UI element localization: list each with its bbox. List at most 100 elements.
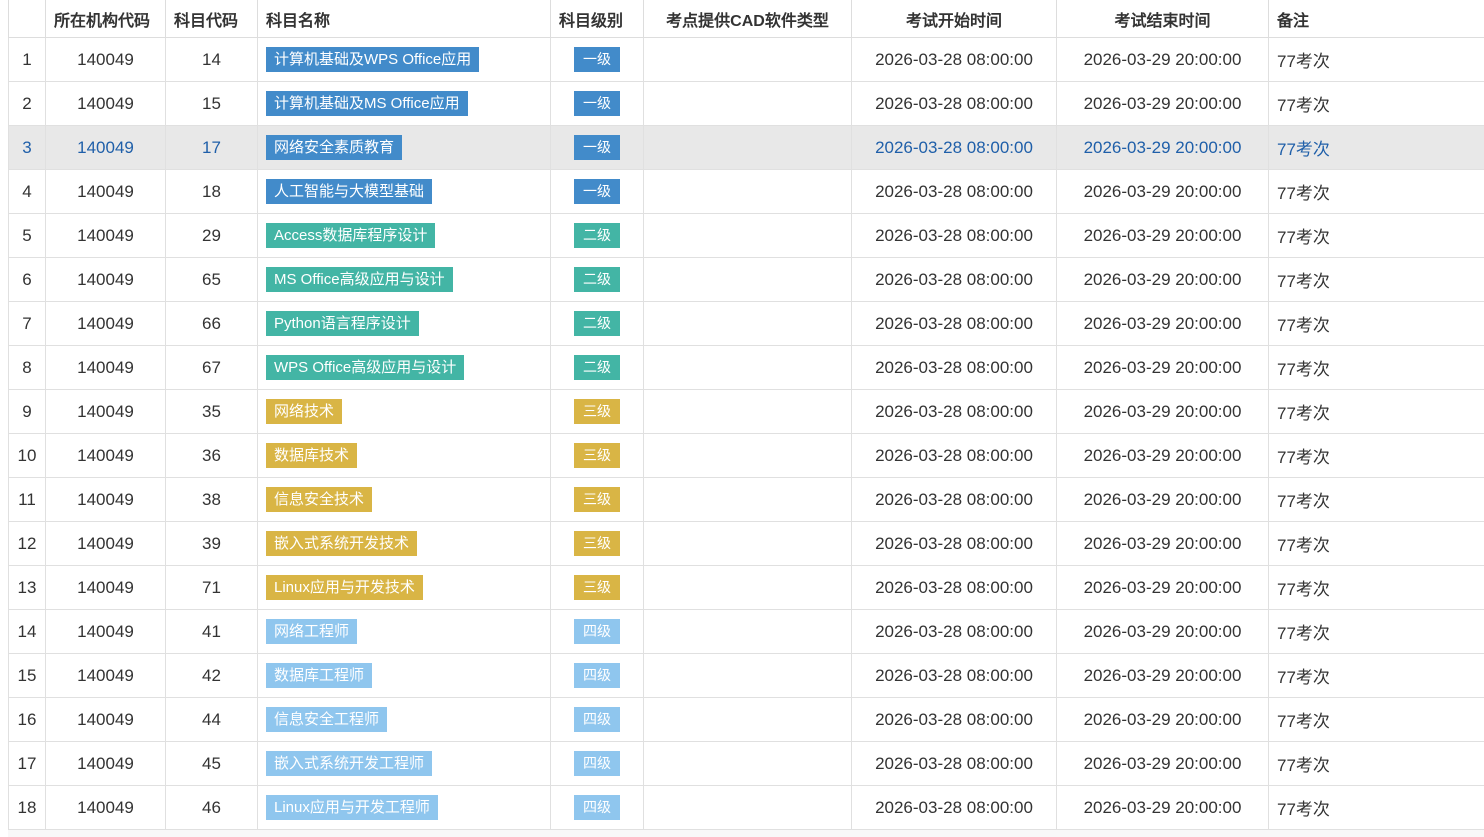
cell-subject-level: 一级 [551, 38, 644, 82]
subject-name-badge: WPS Office高级应用与设计 [266, 355, 464, 381]
cell-rownum: 16 [9, 698, 46, 742]
subject-name-badge: 数据库工程师 [266, 663, 372, 689]
table-row[interactable]: 3 140049 17 网络安全素质教育 一级 2026-03-28 08:00… [9, 126, 1484, 170]
table-row[interactable]: 11 140049 38 信息安全技术 三级 2026-03-28 08:00:… [9, 478, 1484, 522]
cell-end-time: 2026-03-29 20:00:00 [1057, 566, 1269, 610]
cell-remark: 77考次 [1269, 126, 1484, 170]
level-badge: 一级 [574, 47, 620, 71]
column-header-rownum [9, 0, 46, 38]
cell-cad-type [644, 698, 852, 742]
cell-start-time: 2026-03-28 08:00:00 [852, 214, 1057, 258]
cell-cad-type [644, 654, 852, 698]
cell-org-code: 140049 [46, 434, 166, 478]
cell-subject-level: 三级 [551, 522, 644, 566]
cell-subject-name: MS Office高级应用与设计 [258, 258, 551, 302]
cell-start-time: 2026-03-28 08:00:00 [852, 698, 1057, 742]
cell-org-code: 140049 [46, 390, 166, 434]
header-row: 所在机构代码 科目代码 科目名称 科目级别 考点提供CAD软件类型 考试开始时间… [9, 0, 1484, 38]
cell-start-time: 2026-03-28 08:00:00 [852, 82, 1057, 126]
table-row[interactable]: 12 140049 39 嵌入式系统开发技术 三级 2026-03-28 08:… [9, 522, 1484, 566]
cell-cad-type [644, 170, 852, 214]
table-row[interactable]: 1 140049 14 计算机基础及WPS Office应用 一级 2026-0… [9, 38, 1484, 82]
table-row[interactable]: 5 140049 29 Access数据库程序设计 二级 2026-03-28 … [9, 214, 1484, 258]
cell-subject-code: 46 [166, 786, 258, 830]
level-badge: 三级 [574, 399, 620, 423]
cell-subject-name: 计算机基础及MS Office应用 [258, 82, 551, 126]
cell-end-time: 2026-03-29 20:00:00 [1057, 38, 1269, 82]
subject-name-badge: 信息安全技术 [266, 487, 372, 513]
cell-end-time: 2026-03-29 20:00:00 [1057, 170, 1269, 214]
level-badge: 一级 [574, 135, 620, 159]
cell-cad-type [644, 522, 852, 566]
cell-remark: 77考次 [1269, 786, 1484, 830]
cell-subject-name: 网络安全素质教育 [258, 126, 551, 170]
cell-subject-code: 39 [166, 522, 258, 566]
table-row[interactable]: 4 140049 18 人工智能与大模型基础 一级 2026-03-28 08:… [9, 170, 1484, 214]
cell-end-time: 2026-03-29 20:00:00 [1057, 258, 1269, 302]
cell-rownum: 4 [9, 170, 46, 214]
cell-org-code: 140049 [46, 698, 166, 742]
cell-remark: 77考次 [1269, 522, 1484, 566]
table-row[interactable]: 17 140049 45 嵌入式系统开发工程师 四级 2026-03-28 08… [9, 742, 1484, 786]
subject-name-badge: Linux应用与开发技术 [266, 575, 423, 601]
cell-start-time: 2026-03-28 08:00:00 [852, 566, 1057, 610]
subject-name-badge: Linux应用与开发工程师 [266, 795, 438, 821]
cell-subject-level: 四级 [551, 786, 644, 830]
table-row[interactable]: 15 140049 42 数据库工程师 四级 2026-03-28 08:00:… [9, 654, 1484, 698]
level-badge: 三级 [574, 487, 620, 511]
cell-remark: 77考次 [1269, 170, 1484, 214]
table-row[interactable]: 16 140049 44 信息安全工程师 四级 2026-03-28 08:00… [9, 698, 1484, 742]
cell-start-time: 2026-03-28 08:00:00 [852, 38, 1057, 82]
cell-remark: 77考次 [1269, 434, 1484, 478]
cell-rownum: 8 [9, 346, 46, 390]
cell-subject-name: 计算机基础及WPS Office应用 [258, 38, 551, 82]
subject-name-badge: 计算机基础及WPS Office应用 [266, 47, 479, 73]
cell-cad-type [644, 742, 852, 786]
cell-end-time: 2026-03-29 20:00:00 [1057, 126, 1269, 170]
table-row[interactable]: 13 140049 71 Linux应用与开发技术 三级 2026-03-28 … [9, 566, 1484, 610]
cell-cad-type [644, 346, 852, 390]
subject-name-badge: 嵌入式系统开发工程师 [266, 751, 432, 777]
table-row[interactable]: 7 140049 66 Python语言程序设计 二级 2026-03-28 0… [9, 302, 1484, 346]
cell-start-time: 2026-03-28 08:00:00 [852, 434, 1057, 478]
cell-remark: 77考次 [1269, 390, 1484, 434]
table-row[interactable]: 8 140049 67 WPS Office高级应用与设计 二级 2026-03… [9, 346, 1484, 390]
cell-start-time: 2026-03-28 08:00:00 [852, 390, 1057, 434]
cell-subject-level: 二级 [551, 214, 644, 258]
cell-rownum: 17 [9, 742, 46, 786]
cell-rownum: 6 [9, 258, 46, 302]
table-row[interactable]: 18 140049 46 Linux应用与开发工程师 四级 2026-03-28… [9, 786, 1484, 830]
cell-subject-name: 数据库工程师 [258, 654, 551, 698]
level-badge: 四级 [574, 751, 620, 775]
cell-rownum: 13 [9, 566, 46, 610]
cell-subject-level: 一级 [551, 170, 644, 214]
column-header-subject-code: 科目代码 [166, 0, 258, 38]
level-badge: 二级 [574, 355, 620, 379]
cell-remark: 77考次 [1269, 610, 1484, 654]
column-header-start-time: 考试开始时间 [852, 0, 1057, 38]
cell-org-code: 140049 [46, 214, 166, 258]
cell-subject-code: 35 [166, 390, 258, 434]
cell-subject-name: 网络工程师 [258, 610, 551, 654]
level-badge: 四级 [574, 663, 620, 687]
cell-subject-level: 四级 [551, 610, 644, 654]
subject-name-badge: 数据库技术 [266, 443, 357, 469]
table-row[interactable]: 9 140049 35 网络技术 三级 2026-03-28 08:00:00 … [9, 390, 1484, 434]
cell-org-code: 140049 [46, 38, 166, 82]
cell-cad-type [644, 786, 852, 830]
cell-end-time: 2026-03-29 20:00:00 [1057, 522, 1269, 566]
cell-org-code: 140049 [46, 566, 166, 610]
cell-subject-code: 29 [166, 214, 258, 258]
cell-subject-name: 信息安全技术 [258, 478, 551, 522]
table-row[interactable]: 14 140049 41 网络工程师 四级 2026-03-28 08:00:0… [9, 610, 1484, 654]
table-row[interactable]: 10 140049 36 数据库技术 三级 2026-03-28 08:00:0… [9, 434, 1484, 478]
cell-subject-code: 71 [166, 566, 258, 610]
level-badge: 一级 [574, 179, 620, 203]
table-row[interactable]: 6 140049 65 MS Office高级应用与设计 二级 2026-03-… [9, 258, 1484, 302]
subject-name-badge: 网络安全素质教育 [266, 135, 402, 161]
cell-start-time: 2026-03-28 08:00:00 [852, 522, 1057, 566]
cell-org-code: 140049 [46, 126, 166, 170]
table-row[interactable]: 2 140049 15 计算机基础及MS Office应用 一级 2026-03… [9, 82, 1484, 126]
cell-cad-type [644, 38, 852, 82]
cell-cad-type [644, 214, 852, 258]
